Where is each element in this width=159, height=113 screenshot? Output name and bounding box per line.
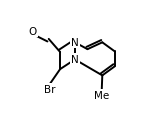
Text: N: N: [71, 55, 79, 65]
Text: Me: Me: [94, 91, 109, 100]
Text: O: O: [29, 27, 37, 37]
Text: Br: Br: [44, 84, 56, 94]
Text: N: N: [71, 38, 79, 48]
